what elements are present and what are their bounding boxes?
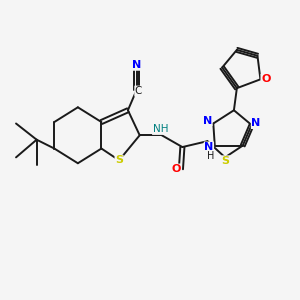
Text: N: N [204,142,214,152]
Text: O: O [171,164,181,174]
Text: N: N [132,60,141,70]
Text: O: O [261,74,270,84]
Text: NH: NH [153,124,168,134]
Text: C: C [135,86,142,96]
Text: H: H [207,151,214,161]
Text: N: N [251,118,261,128]
Text: S: S [222,156,230,166]
Text: N: N [203,116,212,126]
Text: S: S [115,155,123,165]
